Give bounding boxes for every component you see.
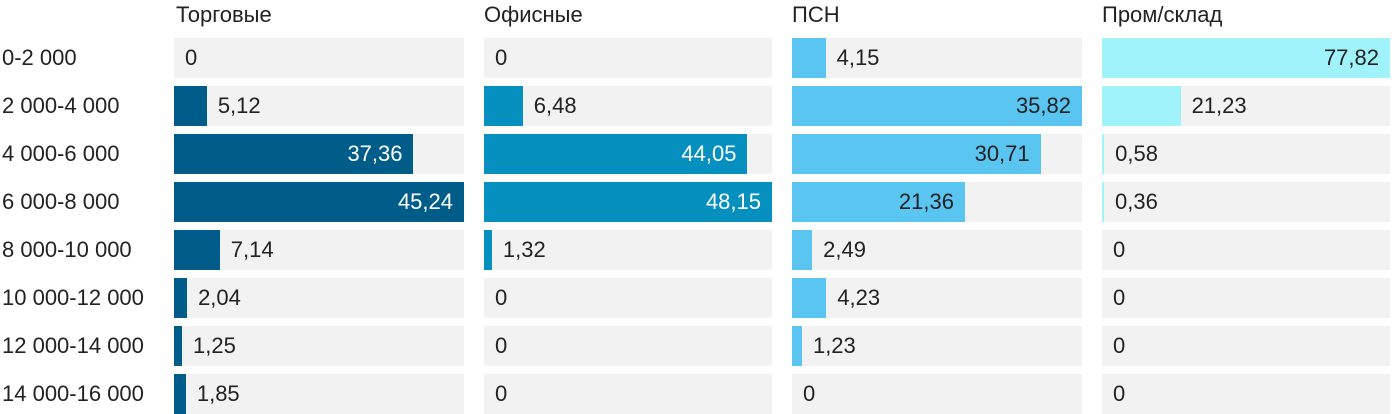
bar-track	[1102, 326, 1390, 366]
data-label: 1,85	[196, 381, 240, 406]
bar-track	[174, 38, 464, 78]
bar	[484, 134, 748, 174]
bar-track	[484, 374, 772, 414]
row-label: 4 000-6 000	[2, 141, 120, 166]
bar	[792, 182, 965, 222]
bar	[174, 278, 188, 318]
data-label: 0	[1113, 285, 1126, 310]
data-label: 0	[1113, 381, 1126, 406]
bar-track	[792, 38, 1082, 78]
bar-track	[174, 86, 464, 126]
data-label: 77,82	[1323, 45, 1379, 70]
column-title: Торговые	[176, 2, 272, 27]
bar	[792, 134, 1041, 174]
data-label: 2,49	[823, 237, 866, 262]
bar-track	[1102, 182, 1390, 222]
data-label: 0	[495, 333, 508, 358]
data-label: 7,14	[230, 237, 274, 262]
bar	[174, 86, 207, 126]
data-label: 0,36	[1115, 189, 1158, 214]
bar	[174, 230, 220, 270]
data-label: 48,15	[705, 189, 761, 214]
data-label: 0,58	[1115, 141, 1158, 166]
bar	[174, 134, 414, 174]
bar	[484, 182, 772, 222]
bar-track	[174, 374, 464, 414]
data-label: 0	[803, 381, 816, 406]
data-label: 1,23	[812, 333, 856, 358]
bar-track	[484, 326, 772, 366]
data-label: 2,04	[198, 285, 241, 310]
bar-track	[174, 326, 464, 366]
bar	[792, 86, 1082, 126]
bar	[1102, 38, 1390, 78]
row-label: 0-2 000	[2, 45, 77, 70]
bar-track	[174, 230, 464, 270]
data-label: 0	[1113, 237, 1126, 262]
bar	[484, 230, 492, 270]
data-label: 4,15	[836, 45, 880, 70]
bar	[174, 182, 464, 222]
bar	[792, 230, 813, 270]
data-label: 0	[1113, 333, 1126, 358]
data-label: 0	[185, 45, 198, 70]
bar-track	[484, 38, 772, 78]
data-label: 44,05	[681, 141, 737, 166]
bar-track	[1102, 134, 1390, 174]
row-label: 8 000-10 000	[2, 237, 132, 262]
row-label: 2 000-4 000	[2, 93, 120, 118]
data-label: 35,82	[1015, 93, 1071, 118]
bar-track	[792, 230, 1082, 270]
bar	[1102, 134, 1105, 174]
bar-track	[792, 278, 1082, 318]
column-title: Офисные	[484, 2, 583, 27]
bar-track	[174, 278, 464, 318]
data-label: 6,48	[533, 93, 577, 118]
bar-track	[1102, 374, 1390, 414]
column-title: Пром/склад	[1102, 2, 1223, 27]
bar-track	[484, 86, 772, 126]
bar-track	[1102, 278, 1390, 318]
data-label: 30,71	[974, 141, 1030, 166]
bar	[1102, 86, 1181, 126]
row-label: 6 000-8 000	[2, 189, 120, 214]
bar	[174, 326, 182, 366]
bar-track	[792, 374, 1082, 414]
bar	[792, 278, 827, 318]
bar-track	[484, 278, 772, 318]
data-label: 1,25	[193, 333, 236, 358]
bar	[174, 374, 186, 414]
data-label: 1,32	[502, 237, 546, 262]
bar	[484, 86, 523, 126]
row-label: 14 000-16 000	[2, 381, 144, 406]
row-label: 12 000-14 000	[2, 333, 144, 358]
column-title: ПСН	[792, 2, 840, 27]
data-label: 0	[495, 381, 508, 406]
data-label: 45,24	[397, 189, 453, 214]
bar-track	[1102, 230, 1390, 270]
bar	[1102, 182, 1104, 222]
data-label: 0	[495, 45, 508, 70]
data-label: 5,12	[217, 93, 261, 118]
data-label: 37,36	[347, 141, 403, 166]
bar-track	[792, 326, 1082, 366]
data-label: 21,36	[898, 189, 954, 214]
data-label: 4,23	[837, 285, 881, 310]
bar	[792, 326, 802, 366]
bar-track	[484, 230, 772, 270]
data-label: 0	[495, 285, 508, 310]
data-label: 21,23	[1191, 93, 1247, 118]
row-label: 10 000-12 000	[2, 285, 144, 310]
bar	[792, 38, 826, 78]
